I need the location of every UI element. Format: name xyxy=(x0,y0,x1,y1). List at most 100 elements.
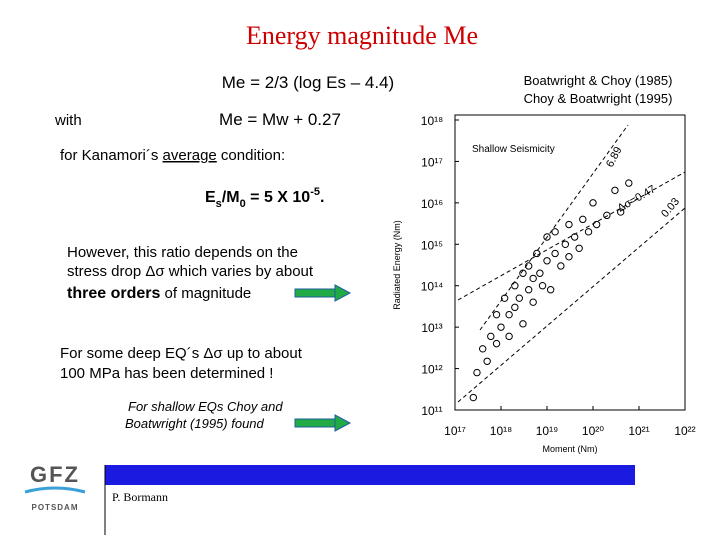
point xyxy=(500,294,509,302)
point xyxy=(557,262,565,270)
point xyxy=(487,332,495,341)
reference: Boatwright & Choy (1985) xyxy=(524,73,673,88)
text: condition: xyxy=(217,147,285,164)
formula: Me = Mw + 0.27 xyxy=(219,110,341,129)
text: average xyxy=(163,147,217,164)
annotation: 6.89 xyxy=(604,145,625,170)
point xyxy=(565,220,573,229)
y-tick-label: 10¹⁴ xyxy=(421,280,444,294)
point xyxy=(603,211,611,220)
text: -5 xyxy=(310,186,320,198)
plot-frame xyxy=(454,114,686,411)
text: of magnitude xyxy=(160,285,251,302)
reference: Choy & Boatwright (1995) xyxy=(524,91,673,106)
text: For shallow EQs Choy and xyxy=(128,399,283,414)
reference-line xyxy=(457,171,686,301)
point xyxy=(570,233,579,241)
point xyxy=(492,339,501,348)
point xyxy=(543,257,551,265)
point xyxy=(524,286,533,294)
text: = 5 X 10 xyxy=(246,189,311,206)
point xyxy=(478,345,487,353)
point xyxy=(529,298,537,306)
annotation: Δσ=0.47 xyxy=(616,183,658,214)
point xyxy=(511,282,519,290)
point xyxy=(505,332,513,341)
point xyxy=(551,249,559,258)
point xyxy=(592,220,601,229)
point xyxy=(625,179,633,187)
scatter-plot: Shallow Seismicity 6.89 Δσ=0.47 0.03 Mom… xyxy=(392,114,696,454)
y-tick-label: 10¹⁸ xyxy=(421,114,443,128)
text: s xyxy=(216,198,222,210)
text: three orders of magnitude xyxy=(67,285,251,302)
x-tick-label: 10²¹ xyxy=(628,424,649,438)
slide-title: Energy magnitude Me xyxy=(246,21,478,50)
text: three orders xyxy=(67,285,160,302)
formula: Es/M0 = 5 X 10-5. xyxy=(205,186,324,210)
point xyxy=(543,233,551,241)
y-tick-label: 10¹¹ xyxy=(421,404,442,418)
point xyxy=(589,199,597,207)
x-tick-label: 10¹⁷ xyxy=(444,424,466,438)
point xyxy=(497,323,505,331)
y-tick-label: 10¹² xyxy=(421,363,442,377)
point xyxy=(469,393,478,402)
text: 100 MPa has been determined ! xyxy=(60,365,273,382)
annotation: 0.03 xyxy=(659,196,682,220)
y-tick-label: 10¹⁵ xyxy=(421,238,443,252)
point xyxy=(616,208,625,216)
point xyxy=(538,282,547,290)
y-axis-label: Radiated Energy (Nm) xyxy=(392,220,402,310)
point xyxy=(565,253,573,261)
text: for Kanamori´s xyxy=(60,147,163,164)
point xyxy=(473,368,481,377)
point xyxy=(515,294,524,302)
point xyxy=(511,303,519,312)
x-tick-label: 10¹⁸ xyxy=(490,424,512,438)
point xyxy=(483,357,491,365)
point xyxy=(492,310,501,319)
text: E xyxy=(205,189,216,206)
x-tick-label: 10¹⁹ xyxy=(536,424,558,438)
logo-wave xyxy=(24,486,86,494)
text: for Kanamori´s average condition: xyxy=(60,147,285,164)
point xyxy=(579,215,587,224)
point xyxy=(536,269,544,277)
logo-sub: POTSDAM xyxy=(32,503,79,512)
point xyxy=(584,228,593,236)
point xyxy=(561,240,570,248)
arrow xyxy=(294,414,352,432)
logo: GFZ xyxy=(30,462,80,487)
point xyxy=(529,274,537,283)
text: However, this ratio depends on the xyxy=(67,244,298,261)
reference-line xyxy=(479,124,629,331)
point xyxy=(551,228,559,236)
point xyxy=(575,244,583,253)
text: 0 xyxy=(240,198,246,210)
text: For some deep EQ´s Δσ up to about xyxy=(60,345,303,362)
footer-bar xyxy=(105,465,635,485)
point xyxy=(546,286,555,294)
text: /M xyxy=(222,189,240,206)
formula: Me = 2/3 (log Es – 4.4) xyxy=(222,73,394,92)
point xyxy=(519,320,527,328)
text: stress drop Δσ which varies by about xyxy=(67,263,314,280)
y-tick-label: 10¹⁷ xyxy=(421,155,443,169)
text: with xyxy=(54,112,82,129)
x-tick-label: 10²² xyxy=(674,424,695,438)
arrow xyxy=(294,284,352,302)
author: P. Bormann xyxy=(112,490,168,504)
point xyxy=(611,186,619,195)
x-tick-label: 10²⁰ xyxy=(582,424,604,438)
y-tick-label: 10¹³ xyxy=(421,321,442,335)
point xyxy=(519,269,527,277)
plot-title: Shallow Seismicity xyxy=(472,144,555,155)
y-tick-label: 10¹⁶ xyxy=(421,197,443,211)
reference-line xyxy=(457,207,686,403)
x-axis-label: Moment (Nm) xyxy=(542,444,597,454)
point xyxy=(505,310,513,319)
text: Boatwright (1995) found xyxy=(125,416,265,431)
point xyxy=(533,249,541,258)
